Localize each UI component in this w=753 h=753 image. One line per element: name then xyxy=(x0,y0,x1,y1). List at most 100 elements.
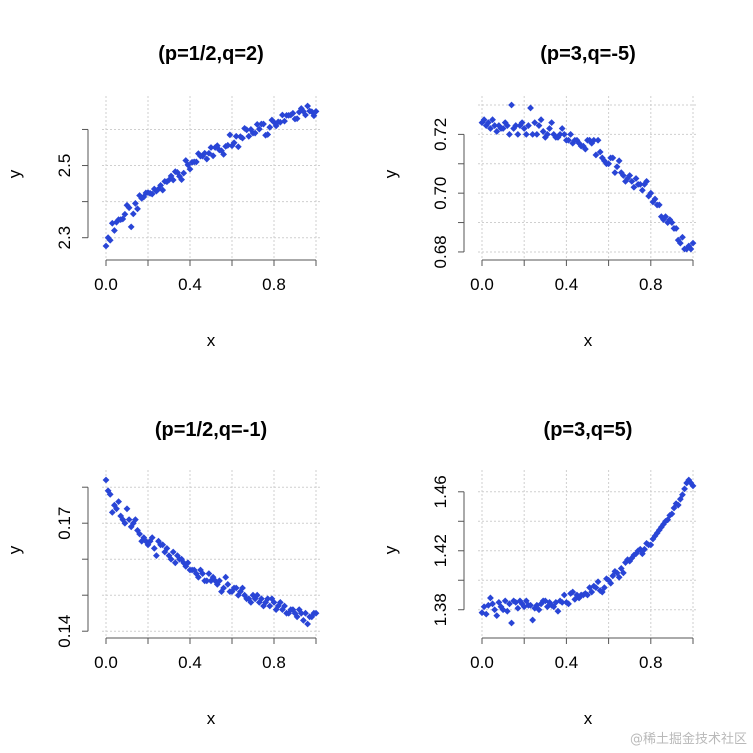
data-point xyxy=(651,195,659,203)
data-point xyxy=(159,186,167,194)
data-point xyxy=(493,612,501,620)
data-point xyxy=(520,125,528,132)
data-point xyxy=(522,130,530,138)
data-point xyxy=(499,125,507,132)
grid xyxy=(478,96,697,258)
data-point xyxy=(672,225,680,232)
data-point xyxy=(674,501,682,509)
data-point xyxy=(121,210,129,218)
data-point xyxy=(619,172,627,179)
data-point xyxy=(108,509,116,516)
data-point xyxy=(253,591,261,599)
data-point xyxy=(674,236,682,244)
data-point xyxy=(205,149,213,157)
data-point xyxy=(270,118,278,126)
data-point xyxy=(594,578,602,586)
data-point xyxy=(243,126,251,134)
data-point xyxy=(632,175,640,182)
data-point xyxy=(312,609,320,617)
scatter-points xyxy=(102,476,320,628)
data-point xyxy=(260,602,267,610)
data-point xyxy=(136,530,143,538)
data-point xyxy=(174,552,181,559)
data-point xyxy=(676,239,684,247)
data-point xyxy=(508,619,515,627)
data-point xyxy=(264,595,272,603)
data-point xyxy=(205,570,213,577)
data-point xyxy=(266,123,274,131)
panel-top-right: 0.0 0.4 0.8 0.68 0.70 0.72 (p=3,q=-5) x y xyxy=(381,43,697,350)
data-point xyxy=(134,205,141,213)
data-point xyxy=(167,555,175,563)
data-point xyxy=(487,594,494,602)
data-point xyxy=(180,169,188,177)
grid xyxy=(478,470,697,636)
data-point xyxy=(104,234,112,242)
data-point xyxy=(592,151,600,159)
data-point xyxy=(565,600,572,608)
data-point xyxy=(586,136,594,144)
data-point xyxy=(245,132,253,140)
data-point xyxy=(529,616,537,624)
data-point xyxy=(668,219,676,226)
data-point xyxy=(153,552,160,559)
data-point xyxy=(199,570,206,577)
data-point xyxy=(174,168,181,176)
data-point xyxy=(630,183,638,191)
x-axis-label: x xyxy=(584,709,593,728)
data-point xyxy=(104,487,112,495)
data-point xyxy=(251,129,259,137)
data-point xyxy=(527,104,534,112)
data-point xyxy=(255,125,263,133)
data-point xyxy=(689,239,697,247)
data-point xyxy=(213,142,221,150)
data-point xyxy=(304,620,311,628)
data-point xyxy=(643,178,650,185)
data-point xyxy=(125,204,133,212)
data-point xyxy=(605,160,612,168)
data-point xyxy=(569,139,577,147)
data-point xyxy=(115,498,122,505)
grid xyxy=(102,96,320,258)
y-tick-label: 0.14 xyxy=(55,615,74,648)
y-tick-label: 1.42 xyxy=(431,534,450,567)
y-tick-label: 0.68 xyxy=(431,235,450,268)
data-point xyxy=(281,117,288,125)
data-point xyxy=(501,597,509,605)
data-point xyxy=(537,116,545,124)
data-point xyxy=(203,155,211,163)
data-point xyxy=(195,150,202,158)
data-point xyxy=(153,187,160,195)
data-point xyxy=(237,133,244,141)
data-point xyxy=(258,595,265,603)
x-tick-label: 0.4 xyxy=(555,653,579,672)
data-point xyxy=(647,189,655,197)
data-point xyxy=(518,119,526,127)
data-point xyxy=(609,154,617,162)
y-tick-label: 2.5 xyxy=(55,154,74,178)
data-point xyxy=(276,599,284,606)
data-point xyxy=(489,116,496,124)
data-point xyxy=(491,122,499,129)
data-point xyxy=(619,569,627,577)
data-point xyxy=(512,122,520,129)
data-point xyxy=(140,193,148,201)
data-point xyxy=(615,157,623,165)
x-axis-label: x xyxy=(584,331,593,350)
data-point xyxy=(297,609,305,617)
panel-top-left: 0.0 0.4 0.8 2.3 2.5 (p=1/2,q=2) x y xyxy=(5,43,320,350)
data-point xyxy=(178,176,185,184)
data-point xyxy=(527,601,534,609)
data-point xyxy=(596,148,604,156)
data-point xyxy=(201,149,209,157)
data-point xyxy=(211,144,219,151)
scatter-points xyxy=(478,101,697,253)
data-point xyxy=(148,190,156,198)
data-point xyxy=(293,613,301,621)
data-point xyxy=(138,537,146,545)
y-tick-label: 0.17 xyxy=(55,507,74,540)
data-point xyxy=(535,606,543,614)
chart-title: (p=1/2,q=-1) xyxy=(155,419,267,441)
data-point xyxy=(560,130,568,138)
